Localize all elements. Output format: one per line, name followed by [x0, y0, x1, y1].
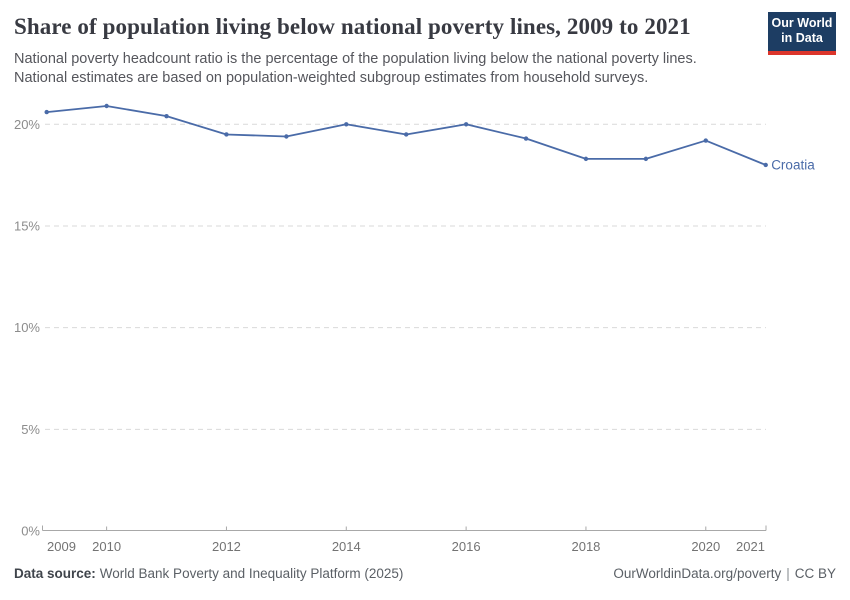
data-source-line: Data source: World Bank Poverty and Inequ… — [14, 566, 403, 581]
owid-logo-line2: in Data — [781, 31, 823, 46]
footer-separator: | — [786, 566, 790, 581]
chart-header: Share of population living below nationa… — [14, 12, 836, 88]
x-axis-tick-label: 2010 — [92, 539, 121, 554]
footer-links: OurWorldinData.org/poverty | CC BY — [613, 566, 836, 581]
license-link[interactable]: CC BY — [794, 566, 836, 581]
data-source-text: World Bank Poverty and Inequality Platfo… — [99, 566, 404, 581]
data-point[interactable] — [164, 113, 169, 119]
data-point[interactable] — [763, 162, 768, 168]
x-axis-tick-label: 2009 — [47, 539, 76, 554]
data-point[interactable] — [583, 156, 589, 162]
data-source-label: Data source: — [14, 566, 96, 581]
data-point[interactable] — [344, 122, 349, 127]
x-axis-tick-label: 2021 — [736, 539, 765, 554]
x-axis-tick-label: 2012 — [212, 539, 241, 554]
series-end-label[interactable]: Croatia — [771, 157, 815, 172]
chart-title: Share of population living below nationa… — [14, 14, 691, 39]
x-axis-tick-label: 2014 — [332, 539, 361, 554]
data-point[interactable] — [284, 134, 289, 139]
owid-logo[interactable]: Our World in Data — [768, 12, 836, 55]
data-point[interactable] — [703, 138, 708, 143]
y-axis-tick-label: 10% — [14, 320, 40, 335]
y-axis-tick-label: 5% — [21, 422, 40, 437]
data-point[interactable] — [404, 132, 409, 137]
x-axis-tick-label: 2020 — [691, 539, 720, 554]
owid-logo-line1: Our World — [771, 16, 833, 30]
data-point[interactable] — [463, 122, 469, 127]
chart-footer: Data source: World Bank Poverty and Inequ… — [14, 566, 836, 581]
y-axis-tick-label: 0% — [21, 524, 40, 539]
data-point[interactable] — [104, 103, 109, 109]
data-point[interactable] — [224, 132, 229, 137]
y-axis-tick-label: 20% — [14, 117, 40, 132]
chart-subtitle: National poverty headcount ratio is the … — [14, 50, 697, 86]
data-point[interactable] — [523, 136, 529, 141]
data-point[interactable] — [643, 156, 649, 162]
data-point[interactable] — [44, 109, 49, 115]
y-axis-tick-label: 15% — [14, 218, 40, 233]
x-axis-tick-label: 2018 — [571, 539, 600, 554]
x-axis-tick-label: 2016 — [452, 539, 481, 554]
owid-url-link[interactable]: OurWorldinData.org/poverty — [613, 566, 782, 581]
